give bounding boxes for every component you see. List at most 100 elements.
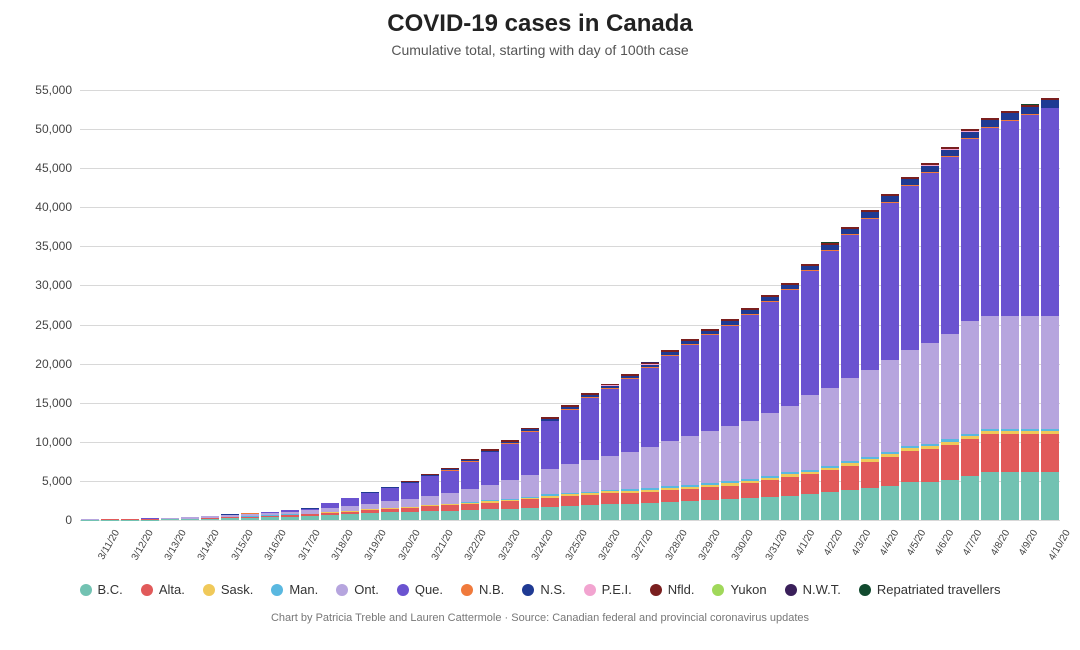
legend-label: B.C. [98,582,123,597]
bar-segment-ont [661,441,679,486]
bar-segment-que [461,462,479,489]
legend-swatch-icon [80,584,92,596]
bar [1041,98,1059,520]
bar-segment-que [1001,121,1019,316]
bar [621,374,639,520]
chart-container: COVID-19 cases in Canada Cumulative tota… [0,10,1080,650]
legend-label: Yukon [730,582,766,597]
bar [361,492,379,520]
bar-segment-bc [1001,472,1019,520]
bar-segment-ont [581,460,599,492]
legend: B.C.Alta.Sask.Man.Ont.Que.N.B.N.S.P.E.I.… [0,582,1080,597]
bar-segment-ont [421,496,439,505]
bar-segment-ont [521,475,539,497]
bar-segment-que [581,398,599,460]
legend-item-nfld: Nfld. [650,582,695,597]
bar-segment-alta [941,445,959,480]
legend-swatch-icon [203,584,215,596]
bar-segment-bc [981,472,999,520]
legend-item-alta: Alta. [141,582,185,597]
bar-segment-ont [681,436,699,485]
bar-segment-que [701,335,719,431]
y-tick-label: 35,000 [35,239,80,253]
chart-credit: Chart by Patricia Treble and Lauren Catt… [0,612,1080,624]
bar-segment-que [741,315,759,421]
bar-segment-bc [241,518,259,520]
bar [941,147,959,520]
bar-segment-bc [581,505,599,520]
y-tick-label: 20,000 [35,357,80,371]
bar-segment-ont [381,501,399,508]
bar-segment-bc [681,501,699,520]
bar-segment-ont [941,334,959,440]
legend-swatch-icon [859,584,871,596]
bar-segment-bc [401,512,419,520]
bar-segment-alta [501,501,519,509]
bar [561,405,579,520]
bar-segment-bc [261,517,279,520]
bar-segment-alta [481,503,499,510]
bar-segment-ont [601,456,619,490]
bar-segment-ns [961,132,979,139]
gridline: 0 [80,520,1060,521]
bar-segment-bc [421,511,439,520]
bar-segment-bc [701,500,719,520]
bar-segment-bc [181,519,199,520]
bar-segment-bc [841,490,859,520]
bar-segment-ont [961,321,979,434]
bar-segment-que [921,173,939,344]
bar-segment-bc [281,517,299,520]
bar-segment-bc [601,504,619,520]
bar-segment-que [721,326,739,426]
bar-segment-alta [761,480,779,497]
legend-label: Ont. [354,582,379,597]
bar-segment-alta [1041,434,1059,472]
bar-segment-que [441,471,459,493]
bar-segment-ont [561,464,579,492]
legend-label: Repatriated travellers [877,582,1001,597]
bar-segment-ont [1041,316,1059,429]
bar [81,519,99,520]
chart-title: COVID-19 cases in Canada [0,10,1080,38]
bar-segment-que [881,203,899,360]
bar-segment-alta [1001,434,1019,472]
bar [641,362,659,520]
legend-item-repat: Repatriated travellers [859,582,1001,597]
bar-segment-que [381,488,399,501]
bar-segment-ont [881,360,899,452]
bar [881,194,899,520]
bar-segment-que [481,452,499,485]
bar-segment-ont [461,489,479,502]
legend-item-yukon: Yukon [712,582,766,597]
bar [761,295,779,520]
bar-segment-bc [801,494,819,520]
bar-segment-ont [701,431,719,483]
bar-segment-alta [981,434,999,472]
bar-segment-bc [321,515,339,520]
bar-segment-alta [581,495,599,505]
bar-segment-alta [861,462,879,489]
bar-segment-que [561,410,579,465]
legend-label: P.E.I. [602,582,632,597]
bar-segment-alta [561,496,579,506]
bar-segment-alta [801,474,819,494]
bar-segment-que [621,379,639,452]
bar-segment-que [821,251,839,388]
bar-segment-alta [641,492,659,503]
bar [821,242,839,520]
bar [221,514,239,520]
y-tick-label: 30,000 [35,278,80,292]
bar [801,264,819,520]
y-tick-label: 0 [65,513,80,527]
bar-segment-que [421,476,439,496]
bar [901,177,919,520]
x-tick-label: 4/10/20 [1047,528,1080,582]
y-tick-label: 50,000 [35,122,80,136]
legend-label: Que. [415,582,443,597]
bar-segment-ont [841,378,859,461]
bar-segment-bc [441,511,459,520]
bar-segment-bc [861,488,879,520]
bar [461,459,479,520]
bar-segment-bc [541,507,559,520]
bar [281,510,299,520]
